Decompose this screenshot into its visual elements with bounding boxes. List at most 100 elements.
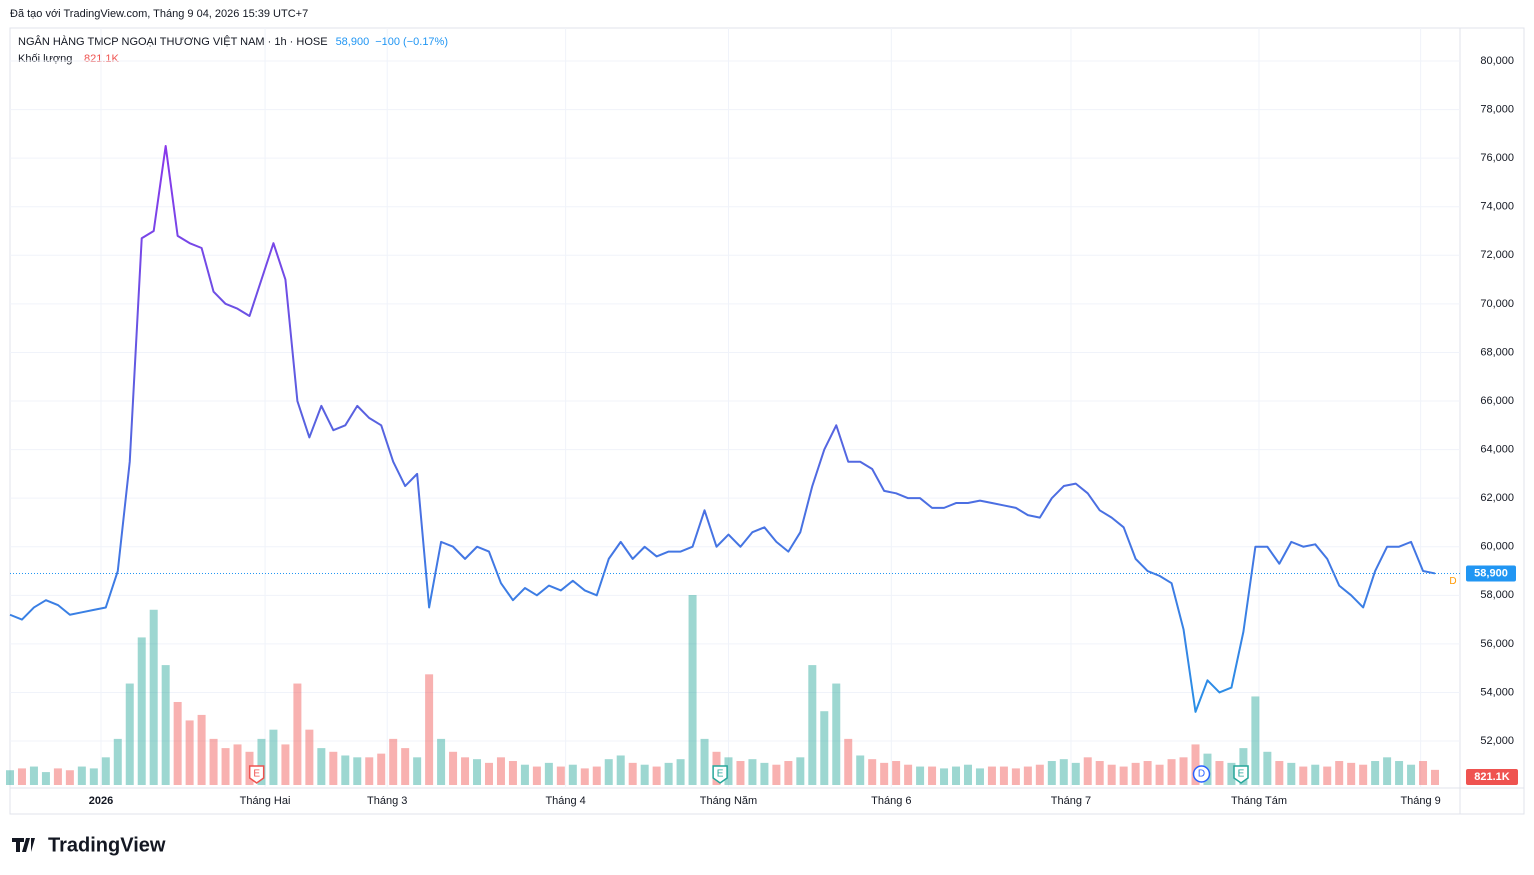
logo-text: TradingView xyxy=(48,834,166,856)
volume-bar xyxy=(520,764,529,785)
x-tick-label: 2026 xyxy=(89,795,113,807)
event-marker: D xyxy=(1192,765,1211,783)
x-tick-label: Tháng Hai xyxy=(240,795,291,807)
volume-bar xyxy=(1359,764,1368,785)
volume-bar xyxy=(449,751,458,785)
volume-bar xyxy=(940,768,949,785)
y-tick-label: 74,000 xyxy=(1480,201,1514,213)
y-tick-label: 66,000 xyxy=(1480,395,1514,407)
volume-bar xyxy=(1215,761,1224,785)
volume-bar xyxy=(736,761,745,785)
volume-bar xyxy=(365,757,374,785)
y-tick-label: 64,000 xyxy=(1480,443,1514,455)
volume-last: 821.1K xyxy=(84,53,120,65)
volume-bar xyxy=(1095,761,1104,785)
volume-bar xyxy=(1335,761,1344,785)
volume-bar xyxy=(820,711,829,785)
event-label: E xyxy=(253,769,260,780)
volume-bar xyxy=(556,766,565,785)
volume-bar xyxy=(353,757,362,785)
volume-bar xyxy=(221,748,230,785)
event-label: E xyxy=(717,769,724,780)
volume-bar xyxy=(341,755,350,785)
volume-bar xyxy=(544,762,553,785)
volume-bar xyxy=(293,683,302,785)
y-tick-label: 60,000 xyxy=(1480,541,1514,553)
volume-bar xyxy=(41,772,50,785)
volume-bar xyxy=(1347,762,1356,785)
event-badge xyxy=(1233,765,1249,784)
volume-bar xyxy=(916,766,925,785)
volume-bar xyxy=(832,683,841,785)
event-marker: E xyxy=(248,765,265,784)
event-badge xyxy=(248,765,265,784)
created-note: Đã tạo với TradingView.com, Tháng 9 04, … xyxy=(10,8,308,20)
volume-bar xyxy=(1119,766,1128,785)
volume-bar xyxy=(640,764,649,785)
volume-bar xyxy=(928,766,937,785)
y-tick-label: 62,000 xyxy=(1480,492,1514,504)
volume-bar xyxy=(437,738,446,785)
last-price-label: 58,900 xyxy=(1474,567,1508,579)
volume-bar xyxy=(1143,761,1152,785)
volume-bar xyxy=(975,768,984,785)
volume-bar xyxy=(604,759,613,785)
volume-bar xyxy=(676,759,685,785)
volume-bar xyxy=(1275,761,1284,785)
volume-bar xyxy=(1395,761,1404,785)
x-tick-label: Tháng 6 xyxy=(871,795,911,807)
volume-bar xyxy=(413,757,422,785)
y-tick-label: 54,000 xyxy=(1480,686,1514,698)
volume-bar xyxy=(1011,768,1020,785)
volume-bar xyxy=(6,770,14,785)
volume-bar xyxy=(425,674,434,785)
x-tick-label: Tháng Tám xyxy=(1231,795,1287,807)
volume-bar xyxy=(173,701,182,785)
volume-bar xyxy=(664,762,673,785)
volume-bar xyxy=(568,764,577,785)
volume-bar xyxy=(185,720,194,785)
volume-last-box xyxy=(1466,769,1518,785)
volume-last-label: 821.1K xyxy=(1474,771,1510,783)
volume-bar xyxy=(17,768,26,785)
volume-bar xyxy=(65,770,74,785)
volume-name: Khối lượng xyxy=(18,53,72,65)
volume-bar xyxy=(1191,744,1200,785)
x-tick-label: Tháng 7 xyxy=(1051,795,1091,807)
volume-bar xyxy=(1131,762,1140,785)
volume-bar xyxy=(149,609,158,785)
last-price: 58,900 xyxy=(336,36,370,48)
volume-bar xyxy=(53,768,62,785)
event-badge xyxy=(1192,765,1211,783)
volume-bar xyxy=(532,766,541,785)
volume-bar xyxy=(113,738,122,785)
y-tick-label: 76,000 xyxy=(1480,152,1514,164)
y-tick-label: 78,000 xyxy=(1480,103,1514,115)
price-change: −100 (−0.17%) xyxy=(375,36,448,48)
volume-bar xyxy=(1419,761,1428,785)
volume-bar xyxy=(963,764,972,785)
volume-bar xyxy=(1167,759,1176,785)
volume-bar xyxy=(688,595,697,785)
x-tick-label: Tháng 3 xyxy=(367,795,407,807)
volume-bar xyxy=(1371,761,1380,785)
volume-bar xyxy=(305,729,314,785)
volume-bar xyxy=(508,761,517,785)
chart-frame xyxy=(9,27,1525,815)
volume-bar xyxy=(748,759,757,785)
volume-bar xyxy=(1107,764,1116,785)
volume-bar xyxy=(496,757,505,785)
volume-bar xyxy=(1155,764,1164,785)
volume-bar xyxy=(1071,762,1080,785)
volume-bar xyxy=(892,761,901,785)
volume-bar xyxy=(89,768,98,785)
event-label: E xyxy=(1238,769,1245,780)
last-price-box xyxy=(1466,565,1516,582)
volume-bar xyxy=(125,683,134,785)
volume-bar xyxy=(317,748,326,785)
volume-bar xyxy=(760,762,769,785)
volume-bar xyxy=(1083,757,1092,785)
volume-bar xyxy=(389,738,398,785)
volume-bar xyxy=(808,665,817,785)
